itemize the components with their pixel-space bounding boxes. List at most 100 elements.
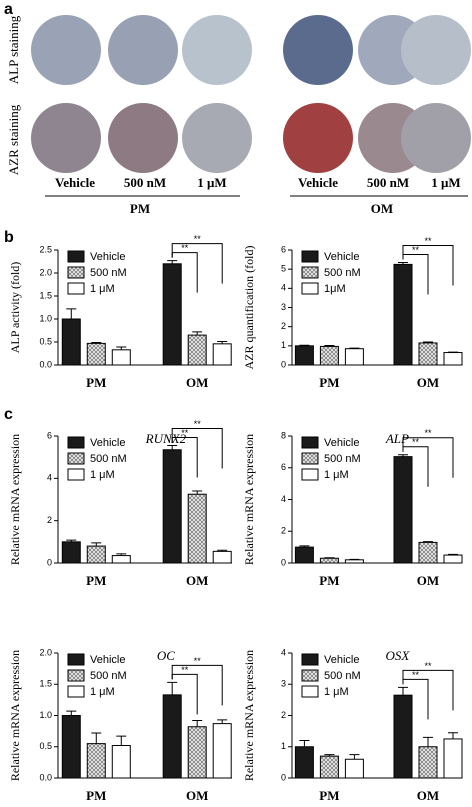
sig-bracket — [171, 243, 223, 284]
y-axis-label: AZR quantification (fold) — [242, 246, 256, 370]
error-bar — [116, 346, 127, 350]
column-label: Vehicle — [55, 175, 95, 190]
legend-swatch — [301, 653, 319, 666]
legend-label: 500 nM — [324, 267, 361, 279]
bar — [212, 343, 232, 366]
sig-label: ** — [181, 428, 189, 438]
error-bar — [217, 341, 228, 344]
legend-swatch — [67, 685, 85, 698]
legend-swatch — [67, 669, 85, 682]
bar — [187, 726, 207, 779]
y-tick-label: 1.0 — [39, 313, 52, 323]
y-tick-label: 8 — [281, 430, 286, 440]
bar — [443, 352, 463, 366]
legend-label: Vehicle — [90, 251, 125, 263]
bar — [294, 546, 314, 564]
column-label: Vehicle — [298, 175, 338, 190]
y-tick-label: 0 — [47, 557, 52, 567]
legend-swatch — [67, 250, 85, 263]
y-tick-label: 0 — [281, 359, 286, 369]
bar — [319, 557, 339, 564]
y-axis-label: Relative mRNA expression — [8, 650, 22, 781]
panel-label: b — [4, 229, 14, 246]
y-axis-label: ALP activity (fold) — [8, 262, 22, 354]
x-tick-label: PM — [86, 375, 106, 390]
y-tick-label: 1.5 — [39, 290, 52, 300]
y-axis-label: Relative mRNA expression — [242, 434, 256, 565]
y-tick-label: 2 — [47, 515, 52, 525]
x-tick-label: PM — [86, 573, 106, 588]
row-label: AZR staining — [6, 104, 21, 175]
legend-label: Vehicle — [324, 437, 359, 449]
sig-label: ** — [181, 665, 189, 675]
bar — [393, 694, 413, 779]
error-bar — [91, 732, 102, 744]
bar — [319, 755, 339, 779]
error-bar — [167, 445, 178, 450]
well — [108, 103, 178, 173]
bar — [418, 541, 438, 564]
legend-swatch — [67, 468, 85, 481]
error-bar — [66, 308, 77, 319]
y-tick-label: 2 — [281, 526, 286, 536]
bar — [187, 493, 207, 564]
bar — [111, 745, 131, 779]
legend-swatch — [67, 282, 85, 295]
legend-label: 1 μM — [324, 686, 349, 698]
y-tick-label: 3 — [281, 679, 286, 689]
bar — [212, 723, 232, 779]
error-bar — [448, 732, 458, 739]
x-tick-label: PM — [319, 788, 339, 803]
column-label: 500 nM — [367, 175, 409, 190]
y-tick-label: 6 — [281, 462, 286, 472]
y-tick-label: 0.5 — [39, 336, 52, 346]
legend-label: 500 nM — [90, 453, 127, 465]
chart-title: OSX — [385, 648, 410, 663]
sig-label: ** — [424, 428, 432, 438]
y-tick-label: 4 — [281, 494, 286, 504]
bar — [294, 746, 314, 779]
chart-title: ALP — [385, 431, 409, 446]
column-label: 1 μM — [197, 175, 226, 190]
legend-label: 1 μM — [90, 283, 115, 295]
y-tick-label: 1.0 — [39, 710, 52, 720]
x-tick-label: OM — [186, 573, 208, 588]
x-tick-label: PM — [319, 375, 339, 390]
y-tick-label: 4 — [281, 647, 286, 657]
error-bar — [349, 754, 360, 760]
error-bar — [217, 549, 228, 552]
sig-label: ** — [194, 656, 202, 666]
well — [401, 103, 471, 173]
group-label: PM — [130, 201, 150, 216]
bar — [86, 342, 106, 366]
error-bar — [91, 341, 102, 344]
bar — [393, 456, 413, 564]
legend-swatch — [301, 669, 319, 682]
column-label: 1 μM — [431, 175, 460, 190]
bar — [294, 345, 314, 366]
sig-label: ** — [424, 661, 432, 671]
error-bar — [167, 260, 178, 264]
sig-label: ** — [424, 236, 432, 246]
y-tick-label: 0.0 — [39, 359, 52, 369]
bar — [344, 758, 364, 779]
group-label: OM — [371, 201, 393, 216]
y-tick-label: 2 — [281, 321, 286, 331]
legend-label: 1 μM — [90, 469, 115, 481]
legend-swatch — [301, 250, 319, 263]
legend-swatch — [301, 282, 319, 295]
bar — [162, 694, 182, 779]
error-bar — [299, 740, 310, 747]
legend-label: 500 nM — [90, 267, 127, 279]
legend-swatch — [301, 685, 319, 698]
y-tick-label: 1 — [281, 340, 286, 350]
legend-swatch — [67, 266, 85, 279]
legend-label: Vehicle — [324, 251, 359, 263]
bar — [344, 559, 364, 564]
legend-swatch — [67, 436, 85, 449]
error-bar — [324, 754, 335, 757]
bar — [111, 349, 131, 366]
error-bar — [91, 542, 102, 547]
y-tick-label: 0.0 — [39, 772, 52, 782]
bar — [162, 263, 182, 366]
